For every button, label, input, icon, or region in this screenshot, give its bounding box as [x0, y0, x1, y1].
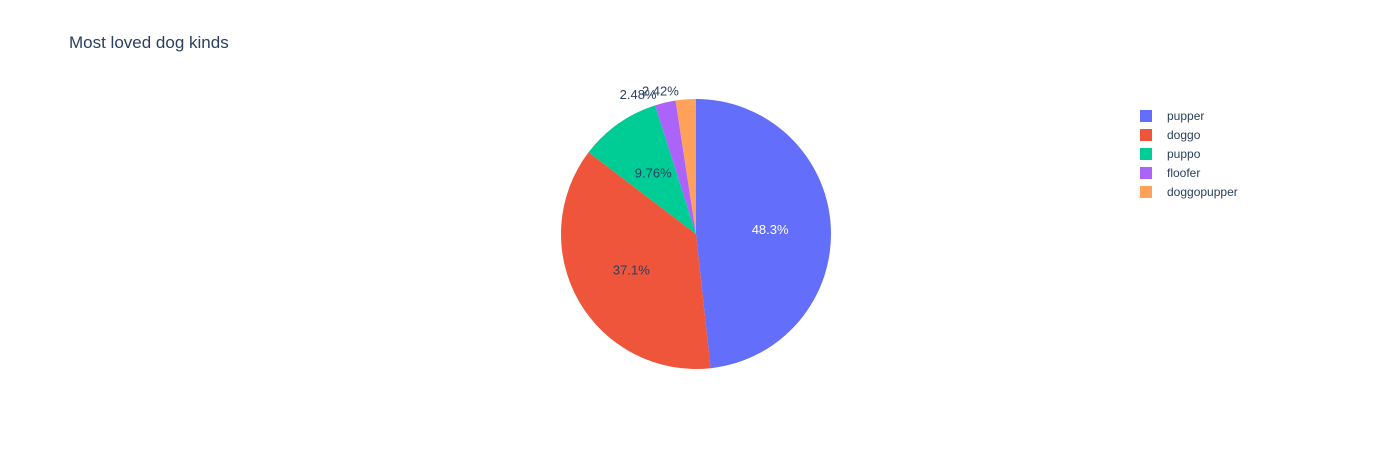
- legend-item-floofer[interactable]: floofer: [1140, 163, 1238, 182]
- slice-label-doggopupper: 2.42%: [642, 83, 679, 98]
- slice-label-puppo: 9.76%: [635, 165, 672, 180]
- legend-swatch: [1140, 128, 1152, 141]
- legend-swatch: [1140, 185, 1152, 198]
- legend-swatch: [1140, 166, 1152, 179]
- pie-slice-floofer[interactable]: [655, 100, 696, 234]
- pie-slice-pupper[interactable]: [696, 99, 831, 369]
- pie-slice-labels: 48.3% 37.1% 9.76% 2.48%2.42%: [613, 83, 789, 277]
- legend-label: doggo: [1167, 127, 1201, 142]
- slice-label-pupper: 48.3%: [752, 222, 789, 237]
- legend-swatch: [1140, 147, 1152, 160]
- legend-swatch: [1140, 109, 1152, 122]
- pie-slice-doggopupper[interactable]: [675, 99, 696, 234]
- chart-title: Most loved dog kinds: [69, 33, 229, 52]
- legend-label: floofer: [1167, 165, 1201, 180]
- slice-label-doggo: 37.1%: [613, 263, 650, 278]
- legend-label: doggopupper: [1167, 184, 1238, 199]
- pie-slice-puppo[interactable]: [588, 105, 696, 234]
- pie-slices: [561, 99, 831, 369]
- legend-item-puppo[interactable]: puppo: [1140, 144, 1238, 163]
- legend-item-pupper[interactable]: pupper: [1140, 106, 1238, 125]
- legend-label: pupper: [1167, 108, 1205, 123]
- pie-slice-doggo[interactable]: [561, 152, 711, 369]
- legend-label: puppo: [1167, 146, 1201, 161]
- legend-item-doggo[interactable]: doggo: [1140, 125, 1238, 144]
- legend-item-doggopupper[interactable]: doggopupper: [1140, 182, 1238, 201]
- legend: pupper doggo puppo floofer doggopupper: [1140, 106, 1238, 201]
- slice-label-floofer: 2.48%: [620, 87, 657, 102]
